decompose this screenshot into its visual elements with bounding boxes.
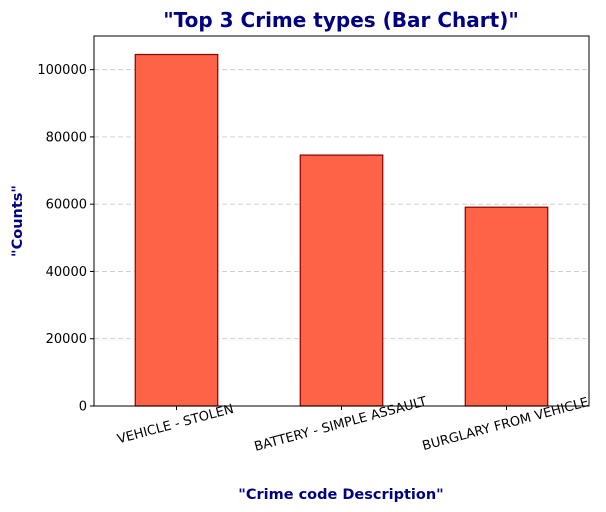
y-tick-label: 40000 — [46, 265, 87, 280]
y-tick-label: 80000 — [46, 130, 87, 145]
y-tick-label: 20000 — [46, 332, 87, 347]
y-tick-label: 0 — [79, 400, 87, 415]
x-tick-label: VEHICLE - STOLEN — [116, 402, 236, 447]
y-tick-label: 100000 — [37, 63, 87, 78]
x-axis-label: "Crime code Description" — [238, 487, 443, 503]
y-tick-label: 60000 — [46, 198, 87, 213]
bar — [464, 206, 549, 407]
y-axis-label: "Counts" — [10, 185, 26, 257]
bar — [134, 53, 219, 407]
chart-title: "Top 3 Crime types (Bar Chart)" — [163, 8, 519, 32]
bar — [299, 154, 384, 407]
bars — [134, 53, 549, 407]
y-axis-ticks: 0 20000 40000 60000 80000 100000 — [37, 63, 94, 415]
